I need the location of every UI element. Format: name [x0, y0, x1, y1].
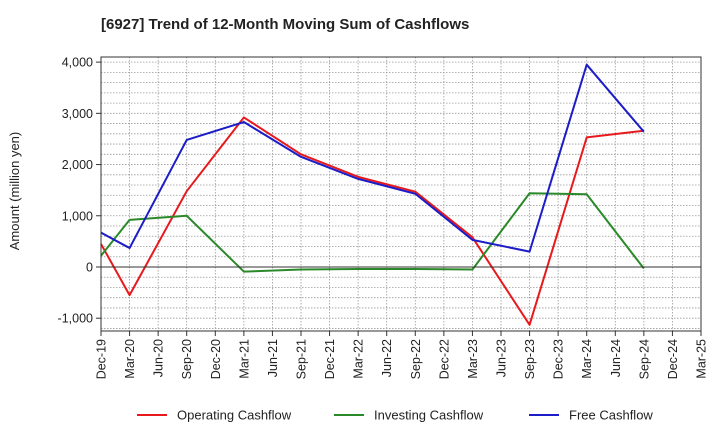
x-tick-label: Mar-24: [580, 339, 594, 379]
x-tick-label: Mar-25: [695, 339, 709, 379]
x-tick-label: Dec-21: [323, 339, 337, 379]
legend-item-free-cashflow: Free Cashflow: [529, 408, 653, 423]
y-axis-label: Amount (million yen): [7, 132, 22, 251]
series-line-free-cashflow: [100, 63, 645, 253]
x-tick-label: Mar-22: [352, 339, 366, 379]
x-tick-label: Jun-24: [609, 339, 623, 377]
x-tick-label: Dec-19: [95, 339, 109, 379]
legend-item-operating-cashflow: Operating Cashflow: [137, 408, 292, 423]
x-tick-label: Dec-24: [666, 339, 680, 379]
x-tick-label: Sep-23: [523, 339, 537, 379]
x-tick-label: Mar-20: [123, 339, 137, 379]
x-tick-label: Jun-23: [495, 339, 509, 377]
legend: Operating Cashflow Investing Cashflow Free…: [137, 408, 653, 423]
y-tick-label: -1,000: [58, 312, 93, 326]
series-line-operating-cashflow: [100, 116, 644, 326]
series-line-investing-cashflow: [100, 192, 645, 273]
x-tick-label: Sep-20: [180, 339, 194, 379]
y-tick-label: 1,000: [62, 209, 93, 223]
legend-label: Free Cashflow: [569, 408, 653, 423]
legend-item-investing-cashflow: Investing Cashflow: [334, 408, 484, 423]
x-tick-label: Mar-23: [466, 339, 480, 379]
legend-label: Investing Cashflow: [374, 408, 484, 423]
plot-area: [101, 57, 701, 331]
y-tick-label: 2,000: [62, 158, 93, 172]
x-tick-label: Jun-20: [152, 339, 166, 377]
y-tick-label: 3,000: [62, 107, 93, 121]
x-tick-label: Sep-22: [409, 339, 423, 379]
x-tick-label: Jun-21: [266, 339, 280, 377]
y-tick-label: 4,000: [62, 56, 93, 70]
x-tick-label: Dec-23: [552, 339, 566, 379]
plot-background: [101, 57, 701, 331]
x-tick-label: Sep-21: [295, 339, 309, 379]
x-tick-label: Jun-22: [380, 339, 394, 377]
x-tick-label: Mar-21: [237, 339, 251, 379]
y-tick-label: 0: [86, 260, 93, 274]
plot-border: [100, 56, 702, 332]
x-tick-label: Dec-22: [437, 339, 451, 379]
axes: -1,000 0 1,000 2,000 3,000 4,000 Dec-19 Mar-20 J…: [58, 56, 709, 380]
x-tick-label: Dec-20: [209, 339, 223, 379]
series-layer: [100, 63, 645, 326]
legend-label: Operating Cashflow: [177, 408, 292, 423]
x-tick-label: Sep-24: [637, 339, 651, 379]
chart-title: [6927] Trend of 12-Month Moving Sum of C…: [101, 16, 469, 33]
grid: [100, 57, 702, 331]
